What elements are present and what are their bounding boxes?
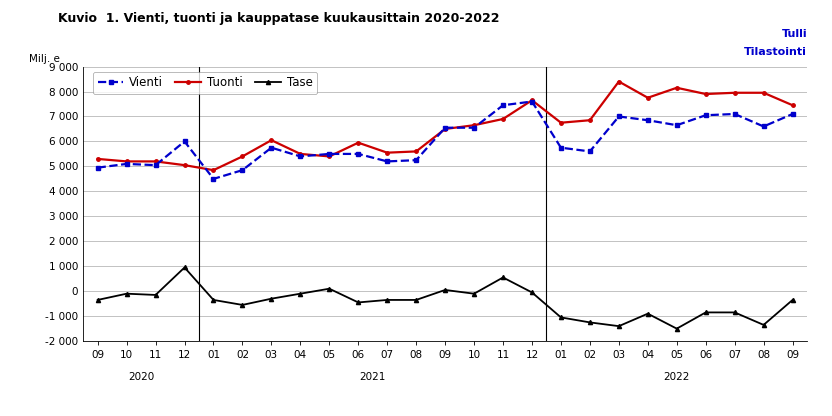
- Legend: Vienti, Tuonti, Tase: Vienti, Tuonti, Tase: [93, 72, 317, 94]
- Text: 2021: 2021: [359, 371, 386, 381]
- Text: 2020: 2020: [128, 371, 154, 381]
- Text: Tilastointi: Tilastointi: [744, 47, 807, 57]
- Y-axis label: Milj. e: Milj. e: [29, 54, 60, 64]
- Text: Kuvio  1. Vienti, tuonti ja kauppatase kuukausittain 2020-2022: Kuvio 1. Vienti, tuonti ja kauppatase ku…: [58, 12, 500, 25]
- Text: 2022: 2022: [664, 371, 690, 381]
- Text: Tulli: Tulli: [781, 29, 807, 39]
